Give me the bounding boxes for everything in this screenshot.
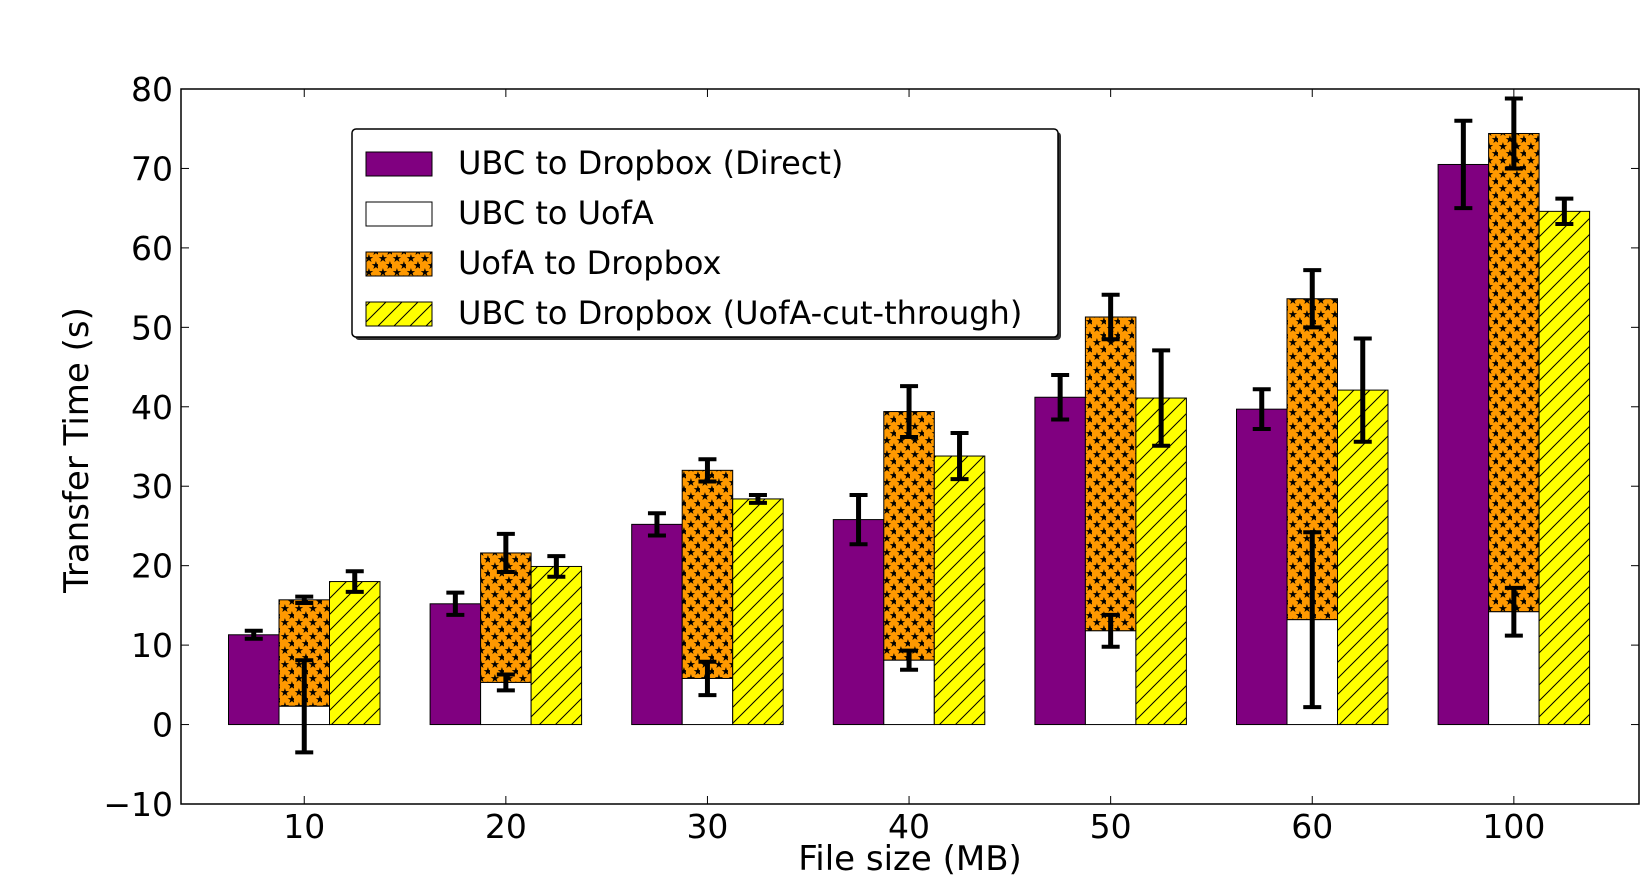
x-tick-label: 100 (1482, 807, 1545, 846)
bar-uofa-dropbox (1084, 316, 1137, 632)
y-axis-label: Transfer Time (s) (57, 307, 97, 594)
y-tick-label: 60 (131, 229, 173, 268)
error-bar (1353, 336, 1372, 444)
y-tick-label: 0 (152, 706, 173, 745)
error-bar (900, 648, 919, 672)
y-tick-label: 10 (131, 626, 173, 665)
error-bar (446, 590, 465, 617)
x-tick-label: 50 (1090, 807, 1132, 846)
bar-cut-through (1337, 389, 1389, 726)
error-bar (1152, 348, 1171, 448)
x-tick-label: 30 (686, 807, 728, 846)
error-bar (345, 569, 364, 594)
x-tick-label: 60 (1291, 807, 1333, 846)
error-bar (950, 430, 969, 482)
legend: UBC to Dropbox (Direct) UBC to UofA UofA t… (351, 128, 1061, 340)
error-bar (900, 384, 919, 439)
y-tick-label: −10 (103, 785, 173, 824)
error-bar (698, 457, 717, 484)
legend-swatch (365, 301, 433, 327)
legend-swatch (365, 251, 433, 277)
error-bar (1051, 373, 1070, 422)
error-bar (295, 658, 314, 755)
bar-cut-through (732, 498, 784, 726)
bar-uofa-dropbox (883, 411, 935, 661)
error-bar (547, 554, 566, 579)
legend-label: UBC to Dropbox (Direct) (458, 144, 843, 182)
error-bar (849, 492, 868, 547)
bar-direct (1236, 408, 1288, 726)
legend-box (351, 128, 1059, 338)
y-tick-label: 30 (131, 467, 173, 506)
legend-swatch (365, 201, 433, 227)
error-bar (244, 628, 263, 641)
error-bar (496, 531, 515, 575)
legend-label: UBC to Dropbox (UofA-cut-through) (458, 294, 1022, 332)
error-bar (1303, 530, 1322, 710)
error-bar (748, 492, 767, 505)
bar-direct (429, 603, 482, 726)
error-bar (1252, 387, 1271, 432)
bar-direct (1034, 396, 1086, 726)
error-bar (295, 594, 314, 606)
error-bar (647, 511, 666, 538)
x-tick-label: 10 (283, 807, 325, 846)
error-bar (1555, 196, 1574, 227)
bar-direct (1437, 163, 1490, 726)
bar-cut-through (933, 455, 986, 726)
error-bar (1504, 96, 1523, 171)
bar-uofa-dropbox (1488, 132, 1540, 613)
bar-cut-through (329, 581, 381, 726)
bar-cut-through (1538, 210, 1591, 726)
error-bar (496, 672, 515, 693)
y-tick-label: 40 (131, 388, 173, 427)
bar-uofa-dropbox (480, 552, 532, 683)
x-tick-label: 20 (485, 807, 527, 846)
error-bar (1303, 268, 1322, 330)
y-tick-label: 20 (131, 547, 173, 586)
bar-direct (228, 634, 280, 726)
error-bar (1454, 118, 1473, 211)
bar-cut-through (530, 565, 583, 726)
error-bar (1504, 585, 1523, 638)
bar-direct (832, 519, 885, 726)
error-bar (1101, 292, 1120, 342)
y-tick-label: 70 (131, 149, 173, 188)
error-bar (1101, 612, 1120, 649)
legend-label: UBC to UofA (458, 194, 654, 232)
y-tick-label: 80 (131, 70, 173, 109)
legend-label: UofA to Dropbox (458, 244, 721, 282)
bar-direct (631, 523, 683, 726)
error-bar (698, 659, 717, 698)
legend-swatch (365, 151, 433, 177)
x-axis-label: File size (MB) (798, 839, 1022, 879)
plot-frame (180, 88, 1640, 805)
x-tick-label: 40 (888, 807, 930, 846)
bar-uofa-dropbox (681, 469, 734, 679)
y-tick-label: 50 (131, 308, 173, 347)
